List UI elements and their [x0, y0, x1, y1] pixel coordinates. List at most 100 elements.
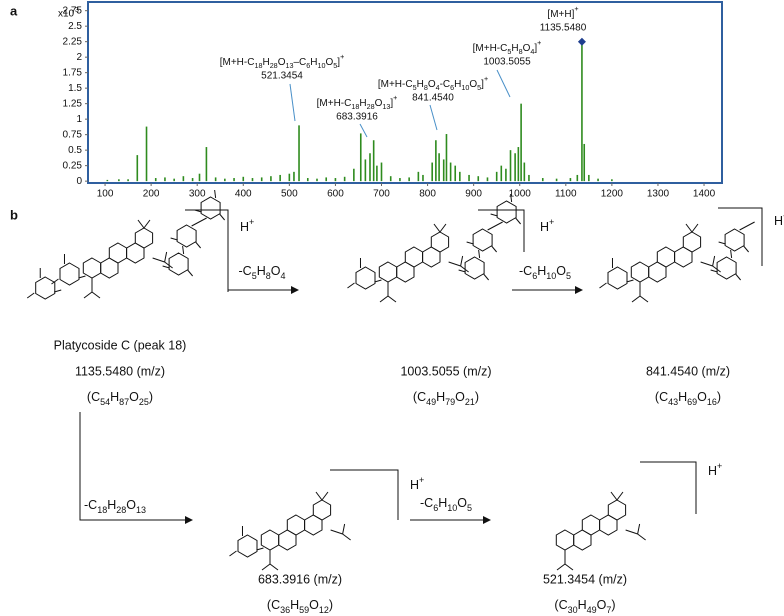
ring [656, 246, 676, 268]
leader-line [359, 123, 368, 138]
peak [431, 162, 433, 182]
bond [712, 255, 716, 267]
ring [724, 228, 745, 252]
peak [118, 179, 120, 182]
x-tick-label: 500 [281, 189, 298, 200]
peak [449, 162, 452, 182]
annotation: [M+H-C5H8O4]+ [473, 38, 542, 56]
bond [229, 550, 237, 557]
bond [269, 563, 279, 571]
bond [448, 261, 461, 267]
bond [164, 251, 168, 263]
annotation: [M+H-C18H28O13–C6H10O5]+ [220, 52, 345, 70]
peak [389, 176, 392, 182]
annotation: [M+H-C18H28O13]+ [317, 93, 398, 111]
leader-line [289, 83, 296, 122]
y-multiplier: x10 [58, 9, 75, 20]
bond [735, 273, 742, 281]
compound-formula: (C54H87O25) [87, 390, 153, 407]
bond [626, 279, 634, 283]
peak [528, 174, 530, 182]
peak [435, 140, 437, 182]
bond [710, 269, 718, 273]
bond [610, 491, 618, 501]
bond [685, 223, 693, 233]
bond [478, 249, 481, 259]
bond [219, 213, 226, 221]
ring [108, 242, 128, 264]
bond [483, 273, 490, 281]
ring [260, 529, 280, 551]
peak [242, 176, 245, 182]
peak [454, 165, 457, 182]
peak [505, 168, 507, 182]
peak [417, 171, 420, 182]
bond [379, 295, 389, 303]
bond [491, 245, 498, 253]
peak [251, 178, 254, 182]
y-tick-label: 1.25 [63, 98, 83, 109]
bond [718, 241, 726, 245]
peak [588, 174, 590, 182]
peak [298, 125, 300, 182]
ring [59, 262, 80, 286]
bond [374, 279, 382, 283]
x-tick-label: 100 [97, 189, 114, 200]
bond [510, 193, 513, 203]
peak [376, 165, 378, 182]
peak [279, 174, 281, 182]
neutral-loss: -C18H28O13 [84, 498, 146, 515]
peak [154, 178, 157, 182]
neutral-loss: -C6H10O5 [519, 264, 571, 281]
peak [442, 159, 445, 182]
bond [637, 533, 646, 541]
peak [293, 171, 295, 182]
neutral-loss: -C6H10O5 [420, 496, 472, 513]
ring [682, 231, 702, 253]
ring [472, 228, 493, 252]
compound-mz: 521.3454 (m/z) [543, 572, 627, 586]
peak [541, 178, 544, 182]
ring [355, 266, 376, 290]
peak [233, 178, 235, 182]
peak [164, 177, 166, 182]
bracket [478, 209, 525, 252]
bond [487, 221, 503, 231]
compound-formula: (C49H79O21) [413, 390, 479, 407]
ring [607, 266, 628, 290]
charge: H+ [708, 461, 722, 478]
bond [700, 261, 713, 267]
ring [312, 499, 332, 521]
peak [459, 171, 461, 182]
peak [353, 168, 355, 182]
y-tick-label: 2.25 [63, 36, 83, 47]
peak [316, 178, 318, 182]
y-tick-label: 2.75 [63, 5, 83, 16]
peak [224, 178, 226, 182]
peak [597, 178, 599, 182]
y-multiplier-exponent: 3 [75, 7, 79, 14]
bond [599, 282, 607, 289]
peak-marker [577, 37, 586, 46]
ring [555, 529, 575, 551]
bond [490, 213, 498, 217]
panel-label: b [10, 207, 18, 222]
ring [35, 276, 56, 300]
y-tick-label: 2.5 [68, 21, 82, 32]
bond [743, 245, 750, 253]
charge: H+ [240, 217, 254, 234]
x-tick-label: 200 [143, 189, 160, 200]
peak [477, 176, 480, 182]
peak [380, 162, 383, 182]
peak [611, 179, 613, 182]
bond [214, 189, 217, 199]
x-tick-label: 600 [327, 189, 344, 200]
bond [458, 269, 466, 273]
bond [515, 217, 522, 225]
peak [334, 178, 337, 182]
compound-mz: 841.4540 (m/z) [646, 364, 730, 378]
peak [555, 178, 558, 182]
ring [716, 256, 737, 280]
peak [438, 153, 440, 182]
